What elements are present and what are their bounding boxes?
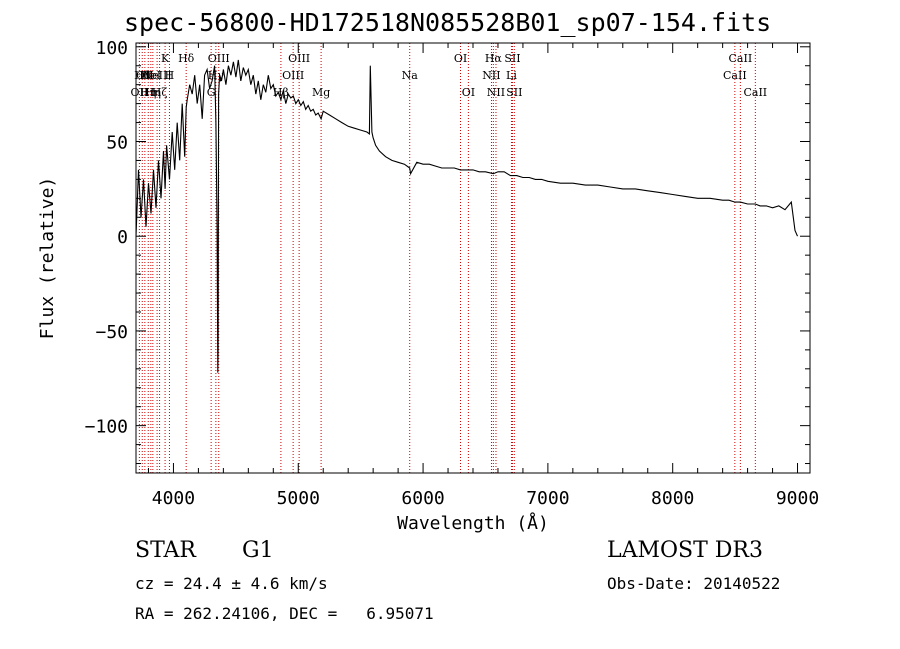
- survey-name: LAMOST DR3: [607, 538, 763, 563]
- plot-area: [135, 59, 799, 373]
- x-axis-label: Wavelength (Å): [397, 512, 549, 534]
- y-tick-label: 100: [95, 38, 128, 59]
- line-marker-label: SII: [506, 86, 522, 99]
- y-axis-label: Flux (relative): [37, 177, 58, 340]
- line-marker-label: Hζ: [152, 86, 168, 99]
- object-class: STAR: [135, 538, 196, 563]
- line-marker-label: OIII: [208, 52, 230, 65]
- plot-frame: [135, 42, 811, 474]
- x-tick-label: 7000: [526, 488, 569, 509]
- y-tick-label: 50: [106, 133, 128, 154]
- line-marker-label: NII: [487, 86, 505, 99]
- line-marker-label: H: [165, 69, 175, 82]
- obs-date: Obs-Date: 20140522: [607, 574, 781, 593]
- line-marker-label: Hγ: [208, 69, 225, 82]
- y-tick-label: 0: [117, 227, 128, 248]
- line-marker-label: CaII: [729, 52, 753, 65]
- line-marker-label: Hη: [140, 86, 156, 99]
- line-marker-label: NII: [482, 69, 500, 82]
- x-tick-label: 5000: [277, 488, 320, 509]
- line-marker-label: Li: [506, 69, 517, 82]
- line-marker-label: Hα: [485, 52, 503, 65]
- y-tick-label: −100: [85, 417, 128, 438]
- line-markers-layer: [138, 43, 756, 473]
- line-marker-label: Hδ: [178, 52, 195, 65]
- line-marker-label: OIII: [282, 69, 304, 82]
- line-marker-label: Hβ: [273, 86, 289, 99]
- line-marker-label: NeIII: [143, 69, 172, 82]
- line-marker-label: K: [161, 52, 170, 65]
- line-marker-label: CaII: [723, 69, 747, 82]
- line-marker-label: OII: [131, 86, 149, 99]
- line-marker-label: OI: [454, 52, 467, 65]
- line-marker-label: CaII: [743, 86, 767, 99]
- line-marker-label: OI: [462, 86, 475, 99]
- line-marker-label: Mg: [312, 86, 330, 99]
- line-marker-label: Hη: [145, 86, 161, 99]
- line-marker-label: Hθ: [134, 69, 151, 82]
- coordinates: RA = 262.24106, DEC = 6.95071: [135, 604, 434, 623]
- redshift-cz: cz = 24.4 ± 4.6 km/s: [135, 574, 328, 593]
- axes-layer: 4000 5000 6000 7000 8000 9000 −100 −50 0 50 100 Wav…: [37, 38, 819, 534]
- line-marker-label: Na: [402, 69, 419, 82]
- chart-title: spec-56800-HD172518N085528B01_sp07-154.f…: [124, 8, 772, 37]
- line-marker-labels: OIIHθOIIHηHeIHηNeIIIHζKHHδGHγOIIIHβOIIIO…: [131, 52, 768, 99]
- x-tick-label: 9000: [776, 488, 819, 509]
- x-tick-label: 6000: [401, 488, 444, 509]
- x-tick-label: 8000: [651, 488, 694, 509]
- subclass: G1: [242, 538, 274, 563]
- line-marker-label: SII: [504, 52, 520, 65]
- series-flux: [135, 59, 799, 373]
- line-marker-label: G: [207, 86, 216, 99]
- x-tick-label: 4000: [152, 488, 195, 509]
- line-marker-label: OII: [136, 69, 154, 82]
- line-marker-label: HeI: [141, 69, 161, 82]
- y-tick-label: −50: [95, 322, 128, 343]
- line-marker-label: OIII: [288, 52, 310, 65]
